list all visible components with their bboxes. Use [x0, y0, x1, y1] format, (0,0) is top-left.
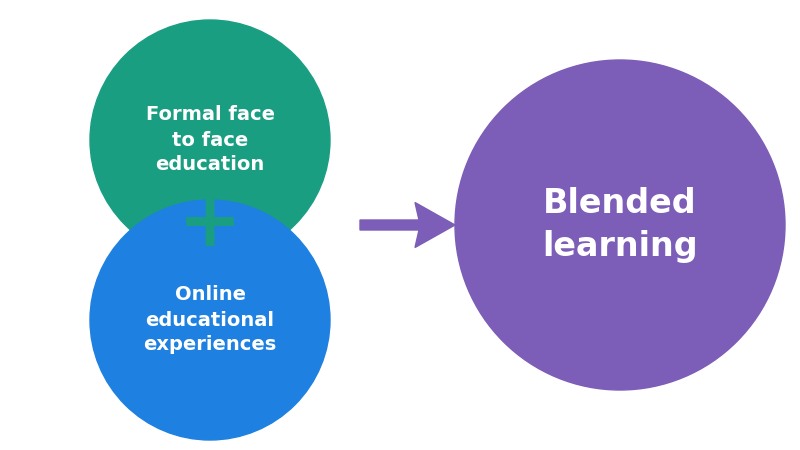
Circle shape — [90, 200, 330, 440]
Text: +: + — [178, 188, 242, 262]
Circle shape — [90, 20, 330, 260]
Circle shape — [455, 60, 785, 390]
FancyArrow shape — [360, 202, 455, 248]
Text: Online
educational
experiences: Online educational experiences — [143, 285, 277, 355]
Text: Blended
learning: Blended learning — [542, 187, 698, 263]
Text: Formal face
to face
education: Formal face to face education — [146, 105, 274, 175]
